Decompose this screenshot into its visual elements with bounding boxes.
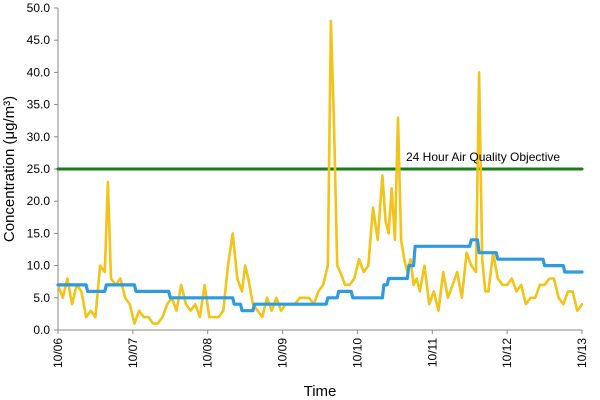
x-axis-title: Time — [304, 383, 337, 400]
y-axis-title: Concentration (μg/m³) — [1, 96, 18, 242]
y-tick-label: 0.0 — [33, 323, 50, 337]
objective-annotation: 24 Hour Air Quality Objective — [406, 150, 560, 164]
y-tick-label: 40.0 — [27, 65, 51, 79]
running-avg-series-line — [56, 238, 584, 313]
x-tick-label: 10/08 — [201, 338, 215, 368]
x-tick-label: 10/13 — [575, 338, 589, 368]
y-tick-label: 10.0 — [27, 259, 51, 273]
x-tick-label: 10/09 — [276, 338, 290, 368]
y-tick-label: 30.0 — [27, 130, 51, 144]
x-tick-label: 10/11 — [425, 338, 439, 367]
hourly-series-line — [56, 19, 584, 325]
y-tick-label: 45.0 — [27, 33, 51, 47]
x-tick-label: 10/10 — [350, 338, 364, 368]
y-tick-label: 50.0 — [27, 1, 51, 15]
ticks: 0.0 5.0 10.0 15.0 20.0 25.0 30.0 35.0 40.0 45.0 50… — [27, 1, 589, 368]
y-tick-label: 20.0 — [27, 194, 51, 208]
y-tick-label: 35.0 — [27, 98, 51, 112]
y-tick-label: 15.0 — [27, 226, 51, 240]
x-tick-label: 10/06 — [51, 338, 65, 368]
series-layer — [56, 19, 584, 325]
x-tick-label: 10/07 — [126, 338, 140, 368]
x-tick-label: 10/12 — [500, 338, 514, 368]
y-tick-label: 5.0 — [33, 291, 50, 305]
y-tick-label: 25.0 — [27, 162, 51, 176]
